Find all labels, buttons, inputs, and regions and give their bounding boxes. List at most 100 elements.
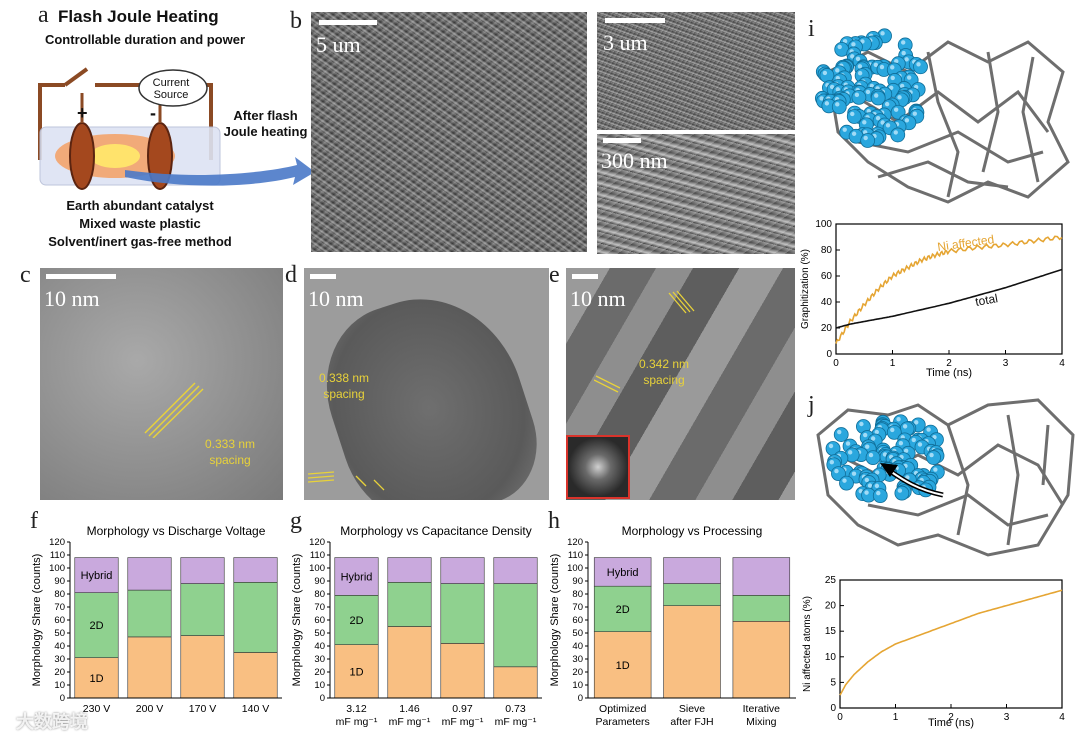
schematic-line-3: Solvent/inert gas-free method xyxy=(48,234,232,249)
y-tick-label: 40 xyxy=(572,641,583,652)
y-tick-label: 10 xyxy=(825,652,837,663)
chart-j-xlabel: Time (ns) xyxy=(928,717,974,729)
bar-hybrid-1 xyxy=(127,557,172,591)
chart-g-capacitance-density: Morphology vs Capacitance Density Morphol… xyxy=(291,524,542,728)
y-tick-label: 20 xyxy=(825,601,837,612)
panel-i-label: i xyxy=(808,16,815,42)
y-tick-label: 40 xyxy=(314,641,325,652)
bar-2d-3 xyxy=(493,583,538,668)
panel-a-label: a xyxy=(38,2,49,28)
bar-2d-1 xyxy=(663,583,721,606)
category-label-0: 3.12 xyxy=(346,703,367,715)
y-tick-label: 30 xyxy=(54,654,65,665)
y-tick-label: 90 xyxy=(572,576,583,587)
series-label-2d: 2D xyxy=(89,620,103,632)
bar-hybrid-1 xyxy=(387,557,432,583)
ni-atom xyxy=(913,59,928,75)
x-tick-label: 3 xyxy=(1004,712,1010,723)
panel-b-label: b xyxy=(290,8,302,34)
y-tick-label: 0 xyxy=(826,349,832,360)
bar-1d-3 xyxy=(493,666,538,699)
bar-2d-1 xyxy=(127,589,172,638)
category-label-0: Parameters xyxy=(596,716,650,728)
panel-j-label: j xyxy=(808,392,815,418)
bar-1d-0 xyxy=(593,631,652,699)
panel-g-label: g xyxy=(290,508,302,534)
graphitization-chart: Time (ns) Graphitization (%) Ni affected… xyxy=(800,219,1065,379)
legend-total: total xyxy=(974,291,999,309)
y-tick-label: 50 xyxy=(572,628,583,639)
ni-atom xyxy=(894,485,910,501)
bar-1d-2 xyxy=(180,635,225,699)
y-tick-label: 30 xyxy=(314,654,325,665)
sem-image-top-right: 3 um xyxy=(597,12,795,130)
bar-1d-1 xyxy=(127,636,172,699)
ni-carbon-model-j xyxy=(816,398,1075,557)
bar-hybrid-3 xyxy=(493,557,538,584)
bar-2d-0 xyxy=(74,592,119,658)
category-label-1: Sieve xyxy=(679,703,705,715)
ni-atom xyxy=(872,488,888,504)
y-tick-label: 120 xyxy=(309,537,325,548)
current-source-label: Current Source xyxy=(152,77,190,101)
chart-f-discharge-voltage: Morphology vs Discharge Voltage Morpholog… xyxy=(31,524,282,715)
after-flash-label: After flash Joule heating xyxy=(223,108,308,139)
spacing-e: 0.342 nm spacing xyxy=(638,357,690,387)
y-tick-label: 110 xyxy=(310,550,325,561)
ni-atom xyxy=(926,450,941,465)
fft-inset xyxy=(566,435,630,499)
x-tick-label: 4 xyxy=(1059,358,1065,369)
tem-image-c: 10 nm 0.333 nm spacing xyxy=(40,268,283,500)
bar-2d-3 xyxy=(233,581,278,653)
x-tick-label: 1 xyxy=(893,712,899,723)
y-tick-label: 20 xyxy=(54,667,65,678)
category-label-2: mF mg⁻¹ xyxy=(442,716,484,728)
y-tick-label: 70 xyxy=(314,602,325,613)
schematic-title: Flash Joule Heating xyxy=(58,7,219,26)
category-label-1: after FJH xyxy=(670,716,713,728)
panel-d-label: d xyxy=(285,262,297,288)
category-label-1: 1.46 xyxy=(399,703,420,715)
y-tick-label: 70 xyxy=(572,602,583,613)
bar-1d-0 xyxy=(334,644,379,699)
panel-e-label: e xyxy=(549,262,560,288)
x-tick-label: 4 xyxy=(1059,712,1065,723)
y-tick-label: 25 xyxy=(825,575,837,586)
y-tick-label: 15 xyxy=(825,626,837,637)
category-label-2: Mixing xyxy=(746,716,777,728)
series-label-2d: 2D xyxy=(349,615,363,627)
y-axis-label: Morphology Share (counts) xyxy=(549,554,561,687)
lattice-fringes-d xyxy=(307,471,385,491)
series-label-1d: 1D xyxy=(349,666,363,678)
minus-sign: - xyxy=(150,103,156,123)
y-tick-label: 50 xyxy=(54,628,65,639)
panel-h-label: h xyxy=(548,508,560,534)
flash-joule-circuit xyxy=(38,67,315,190)
sem-main-scale: 5 um xyxy=(316,32,361,57)
ni-atom xyxy=(865,450,881,465)
schematic-subtitle: Controllable duration and power xyxy=(44,32,246,47)
bar-1d-2 xyxy=(440,643,485,699)
y-tick-label: 10 xyxy=(314,680,325,691)
y-tick-label: 80 xyxy=(314,589,325,600)
category-label-3: 0.73 xyxy=(505,703,526,715)
y-tick-label: 50 xyxy=(314,628,325,639)
spacing-c: 0.333 nm spacing xyxy=(204,437,256,467)
bar-2d-0 xyxy=(593,585,652,632)
y-tick-label: 100 xyxy=(49,563,65,574)
category-label-2: 0.97 xyxy=(452,703,473,715)
y-tick-label: 20 xyxy=(314,667,325,678)
ni-carbon-model-i xyxy=(814,28,1070,204)
y-tick-label: 100 xyxy=(567,563,583,574)
y-tick-label: 60 xyxy=(54,615,65,626)
bar-hybrid-2 xyxy=(180,557,225,584)
category-label-0: Optimized xyxy=(599,703,646,715)
bar-hybrid-2 xyxy=(440,557,485,584)
x-tick-label: 0 xyxy=(833,358,839,369)
tem-e-scale: 10 nm xyxy=(570,286,626,311)
ni-atom xyxy=(890,127,906,143)
bar-2d-2 xyxy=(180,583,225,636)
chart-h-processing: Morphology vs Processing Morphology Share… xyxy=(549,524,796,728)
series-label-hybrid: Hybrid xyxy=(341,571,373,583)
bar-2d-1 xyxy=(387,581,432,627)
